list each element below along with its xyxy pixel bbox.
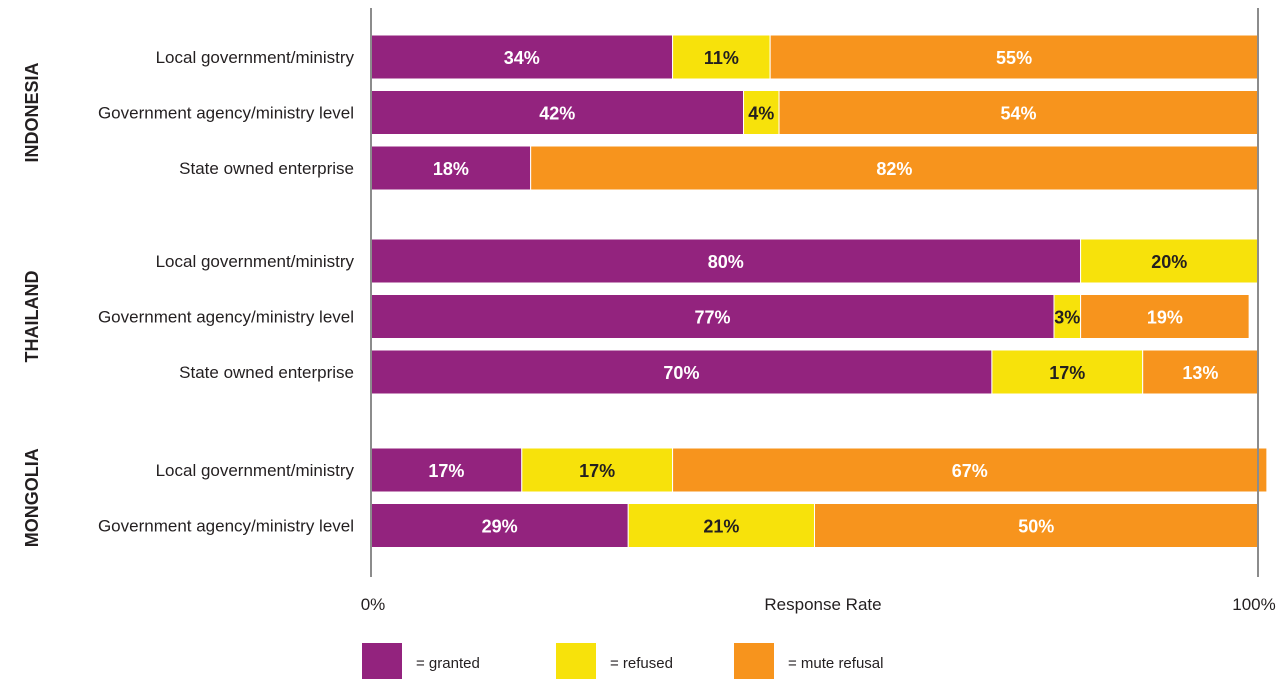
data-label: 54% xyxy=(1000,104,1036,124)
data-label: 82% xyxy=(876,159,912,179)
bar-segment xyxy=(814,503,1259,548)
data-label: 4% xyxy=(748,104,774,124)
data-label: 50% xyxy=(1018,517,1054,537)
row-label: Government agency/ministry level xyxy=(98,308,354,327)
group-label-indonesia: INDONESIA xyxy=(22,62,42,162)
data-label: 70% xyxy=(663,363,699,383)
data-label: 17% xyxy=(428,461,464,481)
legend: = granted = refused = mute refusal xyxy=(362,643,883,679)
legend-swatch xyxy=(734,643,774,679)
row-label: State owned enterprise xyxy=(179,159,354,178)
data-label: 20% xyxy=(1151,252,1187,272)
bar-segment xyxy=(672,34,771,80)
data-label: 55% xyxy=(996,48,1032,68)
data-label: 67% xyxy=(952,461,988,481)
bar-segment xyxy=(530,145,1259,191)
data-label: 3% xyxy=(1054,308,1080,328)
bar-segment xyxy=(370,503,629,548)
bar-segment xyxy=(1142,349,1259,395)
data-label: 18% xyxy=(433,159,469,179)
bars: 34% 11% 55% 42% 4% 54% 18% 82% 80% 20% 77% 3% 19% 70%… xyxy=(370,34,1268,548)
data-label: 13% xyxy=(1182,363,1218,383)
row-label: Government agency/ministry level xyxy=(98,104,354,123)
bar-segment xyxy=(370,34,674,80)
data-label: 29% xyxy=(482,517,518,537)
legend-swatch xyxy=(556,643,596,679)
row-label: Local government/ministry xyxy=(156,48,355,67)
legend-label: = mute refusal xyxy=(788,655,883,672)
data-label: 19% xyxy=(1147,308,1183,328)
bar-segment xyxy=(1080,238,1259,284)
bar-segment xyxy=(1053,294,1082,339)
data-label: 11% xyxy=(704,48,739,68)
row-label: Local government/ministry xyxy=(156,252,355,271)
row-label: Government agency/ministry level xyxy=(98,517,354,536)
row-label: State owned enterprise xyxy=(179,363,354,382)
bar-segment xyxy=(521,447,674,493)
bar-segment xyxy=(769,34,1259,80)
data-label: 17% xyxy=(579,461,615,481)
bar-segment xyxy=(627,503,815,548)
bar-segment xyxy=(370,145,532,191)
legend-label: = granted xyxy=(416,655,480,672)
legend-swatch xyxy=(362,643,402,679)
x-tick-label-100: 100% xyxy=(1232,595,1275,614)
bar-segment xyxy=(672,447,1268,493)
data-label: 42% xyxy=(539,104,575,124)
bar-segment xyxy=(778,90,1259,135)
legend-label: = refused xyxy=(610,655,673,672)
row-label: Local government/ministry xyxy=(156,461,355,480)
axis: 0% Response Rate 100% xyxy=(361,8,1276,614)
data-label: 21% xyxy=(703,517,739,537)
data-label: 80% xyxy=(708,252,744,272)
data-label: 34% xyxy=(504,48,540,68)
bar-segment xyxy=(1080,294,1250,339)
data-label: 17% xyxy=(1049,363,1085,383)
group-label-thailand: THAILAND xyxy=(22,271,42,363)
bar-segment xyxy=(743,90,780,135)
bar-segment xyxy=(370,90,745,135)
group-label-mongolia: MONGOLIA xyxy=(22,448,42,547)
bar-segment xyxy=(370,349,993,395)
x-axis-title: Response Rate xyxy=(764,595,881,614)
group-labels: INDONESIA THAILAND MONGOLIA xyxy=(22,62,42,547)
x-tick-label-0: 0% xyxy=(361,595,386,614)
row-labels: Local government/ministry Government agen… xyxy=(98,48,355,536)
data-label: 77% xyxy=(694,308,730,328)
